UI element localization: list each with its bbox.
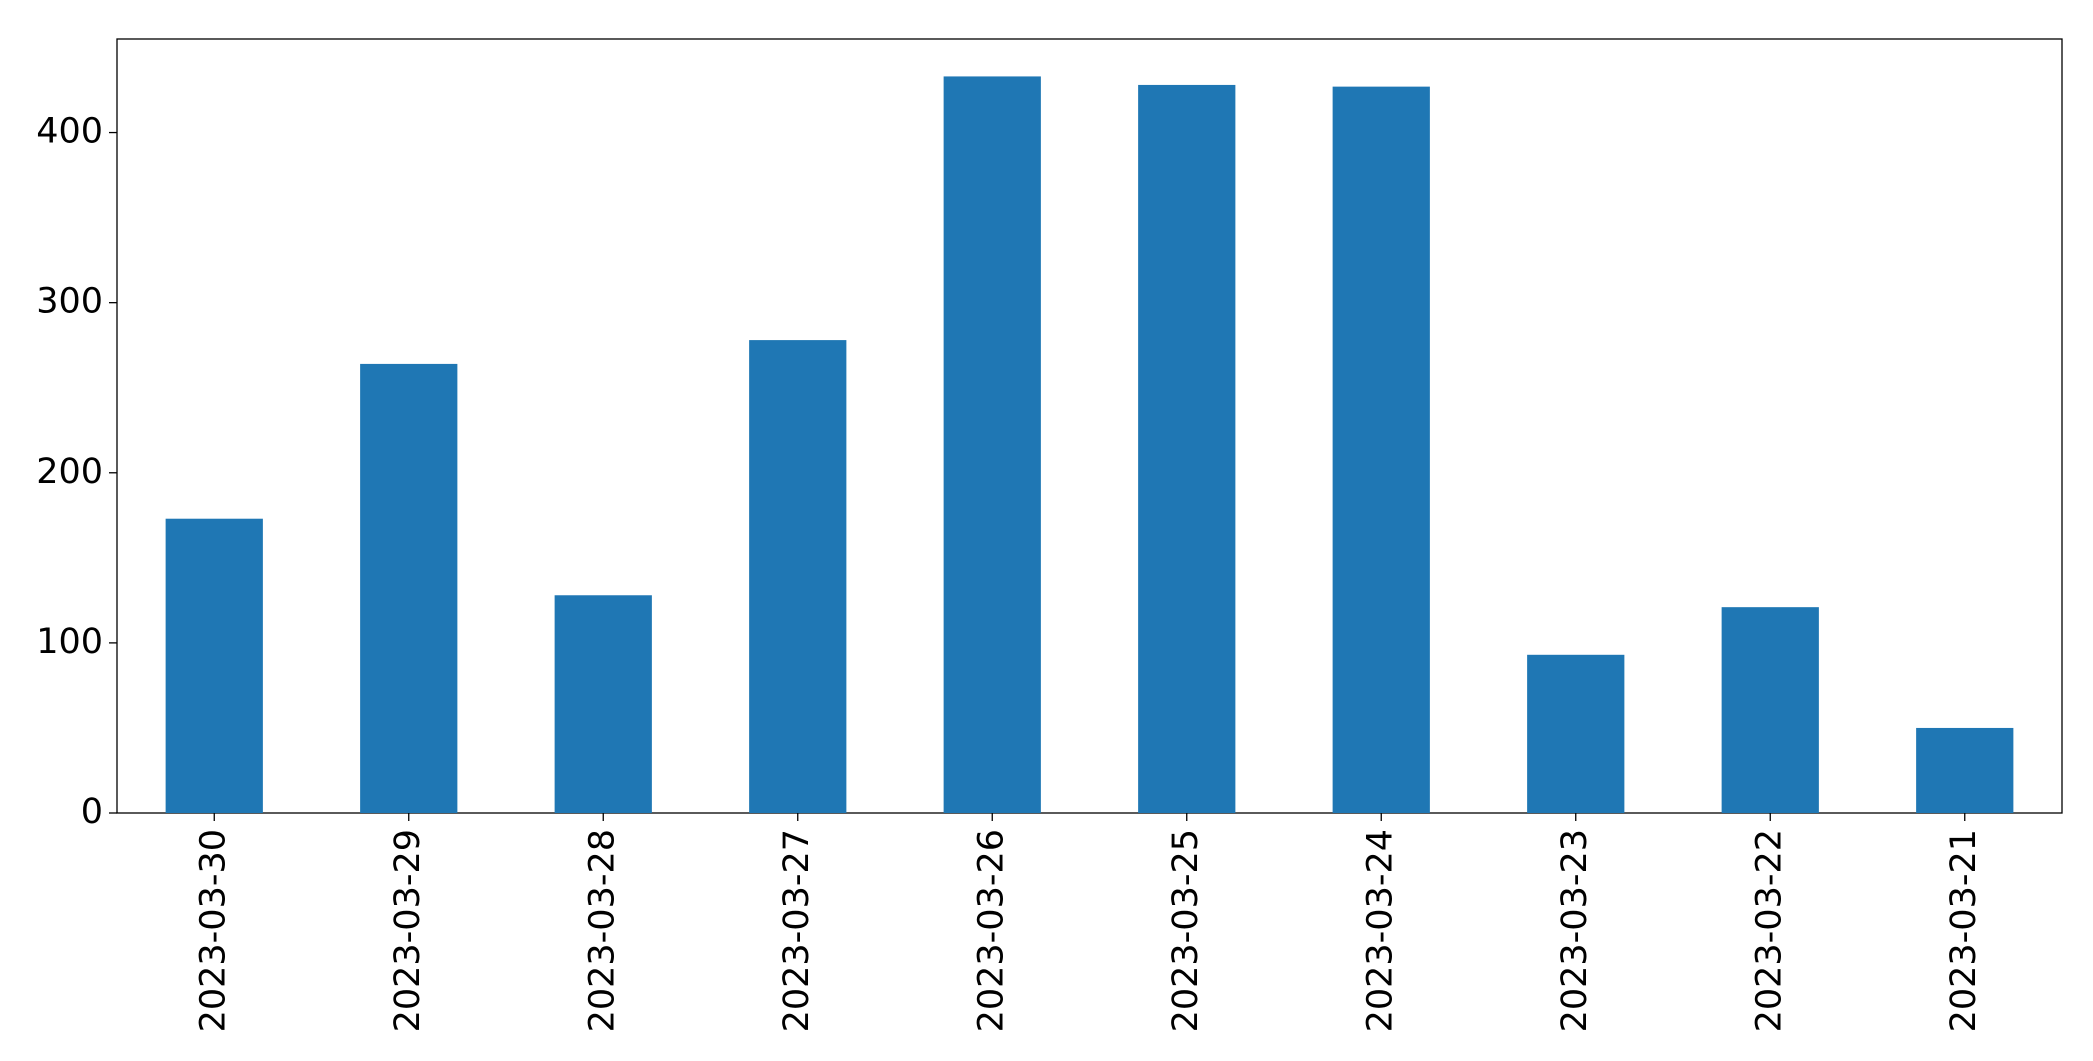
y-tick-label: 100: [36, 622, 103, 662]
bar: [360, 363, 458, 813]
bar: [1721, 607, 1819, 813]
bar: [165, 518, 263, 813]
x-tick-label: 2023-03-25: [1166, 829, 1206, 1032]
bar: [749, 340, 847, 813]
bar: [1138, 84, 1236, 813]
y-tick-label: 300: [36, 282, 103, 322]
x-tick-label: 2023-03-27: [777, 829, 817, 1032]
x-tick-label: 2023-03-30: [193, 829, 233, 1032]
x-tick-label: 2023-03-26: [971, 829, 1011, 1032]
x-tick-label: 2023-03-23: [1555, 829, 1595, 1032]
bar: [554, 595, 652, 813]
x-tick-label: 2023-03-29: [388, 829, 428, 1032]
x-tick-label: 2023-03-21: [1944, 829, 1984, 1032]
y-tick-label: 400: [36, 112, 103, 152]
y-tick-label: 0: [81, 792, 103, 832]
x-tick-label: 2023-03-28: [582, 829, 622, 1032]
x-tick-label: 2023-03-22: [1749, 829, 1789, 1032]
bar: [1332, 86, 1430, 814]
plot-frame: [116, 38, 2063, 814]
bar: [943, 76, 1041, 813]
bar: [1916, 727, 2014, 813]
bar: [1527, 654, 1625, 813]
x-tick-label: 2023-03-24: [1360, 829, 1400, 1032]
y-tick-label: 200: [36, 452, 103, 492]
